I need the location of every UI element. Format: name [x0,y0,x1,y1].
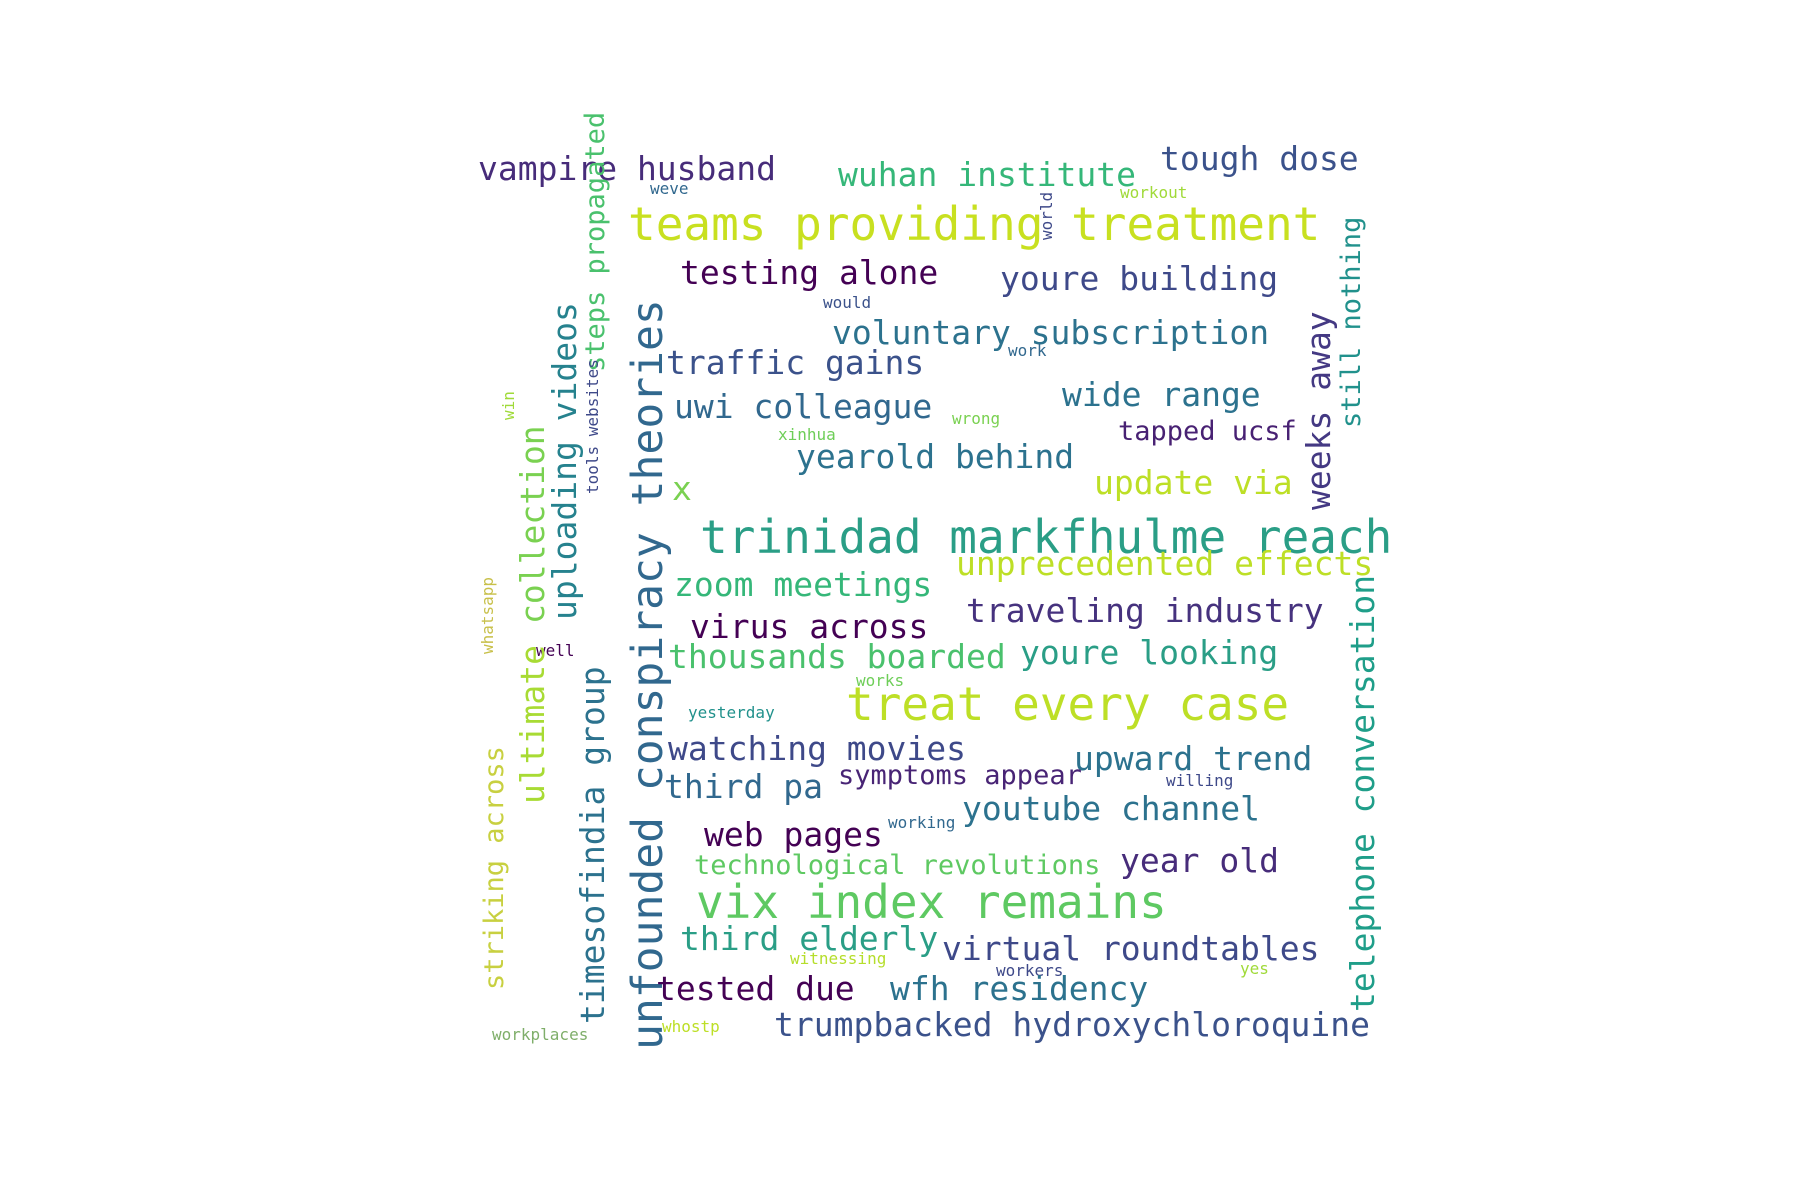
word-tapped-ucsf: tapped ucsf [1118,416,1297,447]
word-weve: weve [650,179,689,198]
word-workplaces: workplaces [492,1025,588,1044]
word-ultimate: ultimate [513,645,552,804]
word-whostp: whostp [662,1017,720,1036]
word-unfounded-conspiracy-theories: unfounded conspiracy theories [623,299,673,1050]
word-wide-range: wide range [1062,375,1261,414]
word-weeks-away: weeks away [1299,311,1338,510]
word-thousands-boarded: thousands boarded [668,637,1006,676]
word-teams-providing-treatment: teams providing treatment [628,197,1320,251]
word-year-old: year old [1120,841,1279,880]
word-workers: workers [996,961,1063,980]
word-would: would [823,293,871,312]
word-treat-every-case: treat every case [846,677,1289,731]
word-virtual-roundtables: virtual roundtables [942,929,1320,968]
word-vix-index-remains: vix index remains [696,875,1167,929]
word-youtube-channel: youtube channel [962,789,1260,828]
word-tools-websites: tools websites [583,359,602,494]
word-traffic-gains: traffic gains [666,343,924,382]
word-voluntary-subscription: voluntary subscription [832,313,1269,352]
word-witnessing: witnessing [790,949,886,968]
word-upward-trend: upward trend [1074,739,1312,778]
word-working: working [888,813,955,832]
word-still-nothing: still nothing [1336,217,1367,428]
word-trumpbacked-hydroxychloroquine: trumpbacked hydroxychloroquine [774,1005,1370,1044]
word-xinhua: xinhua [778,425,836,444]
word-willing: willing [1166,771,1233,790]
word-yearold-behind: yearold behind [796,437,1074,476]
word-work: work [1008,341,1047,360]
word-yesterday: yesterday [688,703,775,722]
word-wuhan-institute: wuhan institute [838,155,1136,194]
word-update-via: update via [1094,463,1293,502]
word-whatsapp: whatsapp [478,577,497,654]
word-workout: workout [1120,183,1187,202]
word-well: well [536,641,575,660]
word-testing-alone: testing alone [680,253,938,292]
word-wfh-residency: wfh residency [890,969,1148,1008]
word-collection: collection [513,425,552,624]
word-watching-movies: watching movies [668,729,966,768]
word-steps-propagated: steps propagated [580,112,611,372]
word-uwi-colleague: uwi colleague [674,387,932,426]
word-symptoms-appear: symptoms appear [838,760,1082,791]
word-vampire-husband: vampire husband [478,149,776,188]
word-telephone-conversation: telephone conversation [1343,575,1382,1012]
word-tested-due: tested due [656,969,855,1008]
word-x: x [672,469,692,508]
word-win: win [499,391,518,420]
word-third-elderly: third elderly [680,919,938,958]
word-youre-looking: youre looking [1020,633,1278,672]
word-striking-across: striking across [479,746,510,990]
word-youre-building: youre building [1000,259,1278,298]
word-virus-across: virus across [690,607,928,646]
word-wrong: wrong [952,409,1000,428]
word-timesofindia-group: timesofindia group [573,666,612,1024]
word-web-pages: web pages [704,815,883,854]
word-cloud-words: vampire husband wuhan institute tough dose… [478,112,1392,1050]
word-world: world [1037,192,1056,240]
word-yes: yes [1240,959,1269,978]
word-uploading-videos: uploading videos [545,302,584,620]
word-technological-revolutions: technological revolutions [694,850,1100,881]
word-trinidad-markfhulme-reach: trinidad markfhulme reach [700,510,1392,564]
word-unprecedented-effects: unprecedented effects [956,544,1373,583]
word-tough-dose: tough dose [1160,139,1359,178]
word-zoom-meetings: zoom meetings [674,565,932,604]
word-works: works [856,671,904,690]
word-third-pa: third pa [664,767,823,806]
word-traveling-industry: traveling industry [966,591,1324,630]
